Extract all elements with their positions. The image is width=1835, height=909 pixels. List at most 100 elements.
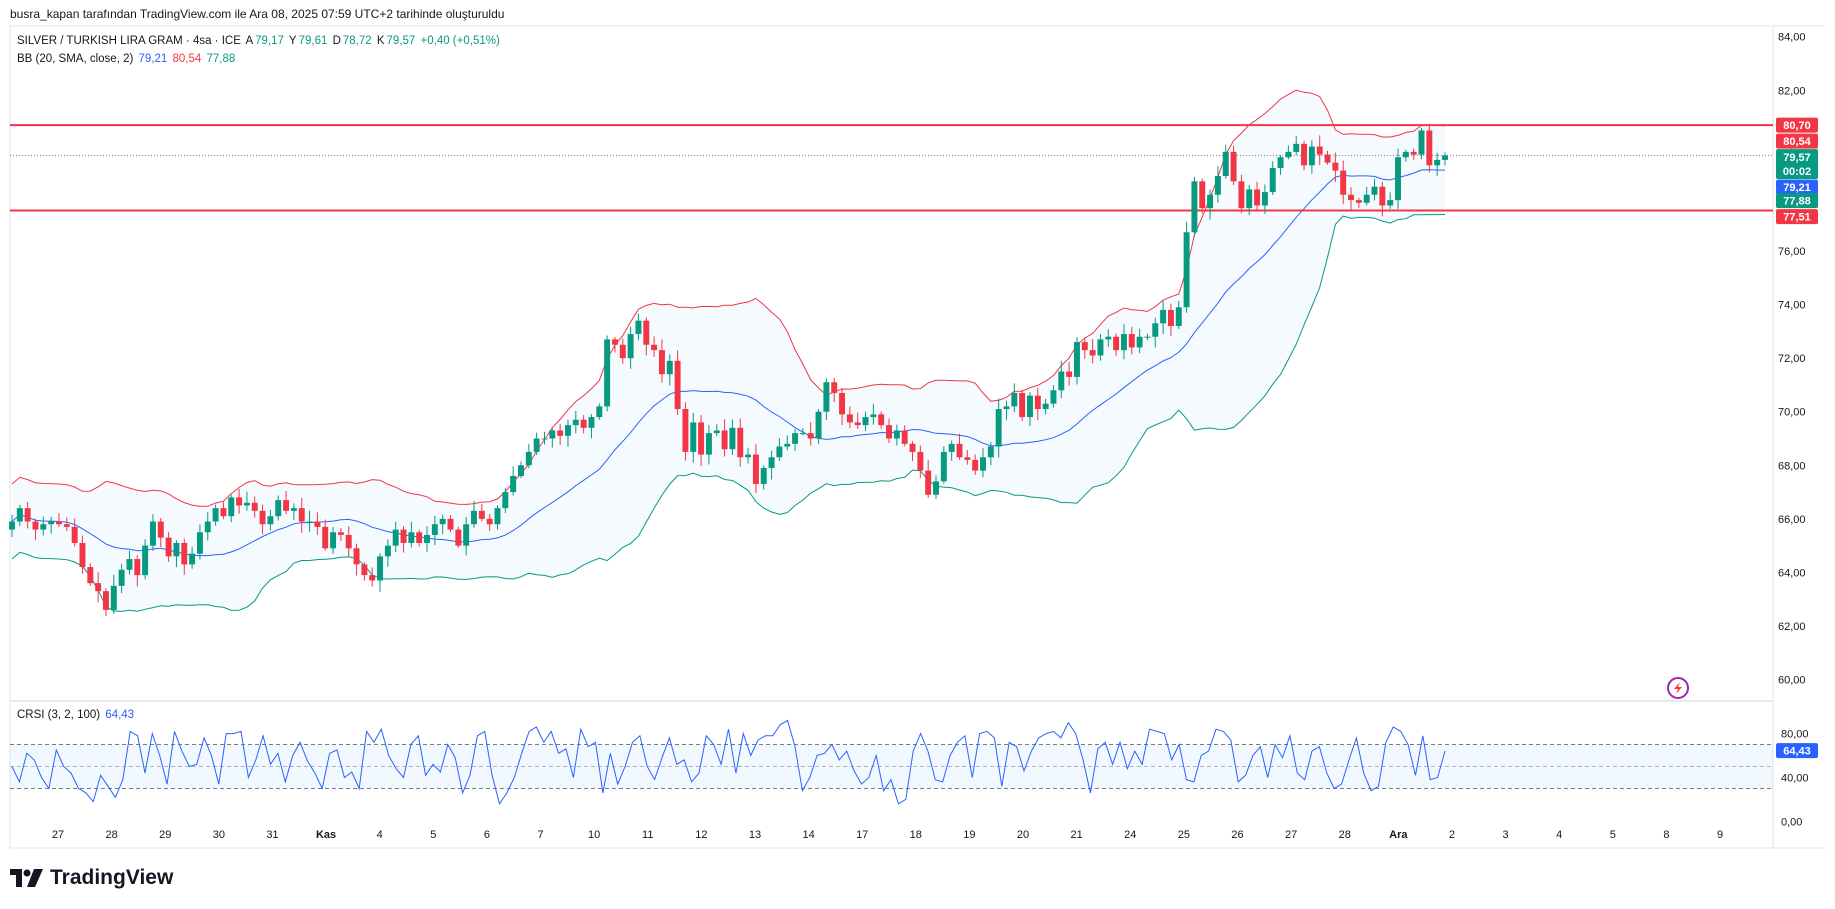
price-badge [1776, 193, 1818, 209]
candle-body [1183, 232, 1190, 308]
candle-body [87, 567, 94, 584]
candle-body [1410, 151, 1417, 155]
time-tick-label: 7 [537, 829, 543, 841]
candle-body [643, 320, 650, 345]
time-tick-label: 28 [105, 829, 117, 841]
candle-body [1246, 189, 1253, 209]
candle-body [345, 534, 352, 549]
candle-body [377, 556, 384, 581]
candle-body [212, 508, 219, 522]
candle-body [1034, 395, 1041, 410]
candle-body [1332, 162, 1339, 171]
candle-body [901, 430, 908, 444]
time-tick-label: 19 [963, 829, 975, 841]
candle-body [611, 339, 618, 345]
bb-legend: BB (20, SMA, close, 2) 79,21 80,54 77,88 [17, 53, 237, 65]
bb-label[interactable]: BB (20, SMA, close, 2) [17, 53, 134, 65]
time-tick-label: 12 [695, 829, 707, 841]
candle-body [1027, 395, 1033, 418]
price-tick-label: 64,00 [1778, 567, 1806, 579]
price-badges: 80,70 80,54 79,57 00:02 79,21 77,88 77,51 64,43 [1776, 117, 1818, 759]
time-tick-label: 5 [1610, 829, 1616, 841]
candle-body [236, 497, 243, 506]
candle-body [760, 467, 767, 485]
bb-basis-line [11, 169, 1446, 557]
candle-body [1379, 186, 1386, 206]
candle-body [752, 454, 759, 485]
candle-body [627, 334, 634, 359]
candle-body [173, 542, 180, 557]
time-tick-label: 27 [1285, 829, 1297, 841]
candle-body [63, 524, 70, 527]
candle-body [1230, 151, 1237, 182]
flash-icon[interactable] [1667, 677, 1689, 699]
candle-body [619, 344, 626, 359]
crsi-label[interactable]: CRSI (3, 2, 100) [17, 709, 101, 721]
candle-body [337, 532, 344, 535]
candle-body [322, 526, 329, 549]
crsi-scale[interactable]: 80,00 40,00 0,00 [1781, 729, 1809, 829]
high-value: 79,61 [298, 35, 328, 47]
candle-body [690, 422, 697, 452]
candle-body [909, 443, 916, 452]
time-tick-label: 6 [484, 829, 490, 841]
candle-body [16, 508, 23, 522]
price-badge-last-text: 79,57 [1783, 152, 1811, 164]
candle-body [384, 545, 391, 557]
time-tick-label: 8 [1663, 829, 1669, 841]
symbol-name[interactable]: SILVER / TURKISH LIRA GRAM · 4sa · ICE [17, 35, 241, 47]
price-tick-label: 66,00 [1778, 514, 1806, 526]
candle-body [361, 564, 368, 576]
candle-body [1136, 336, 1143, 348]
time-tick-label: Ara [1389, 829, 1408, 841]
candle-body [1011, 392, 1018, 407]
candle-body [799, 433, 806, 435]
candle-body [1066, 371, 1073, 377]
candle-body [768, 457, 775, 468]
tradingview-logo[interactable]: TradingView [10, 866, 173, 890]
candle-body [1426, 130, 1433, 166]
candle-body [1254, 189, 1261, 206]
candle-body [486, 518, 493, 525]
candle-body [283, 500, 290, 511]
candle-body [1144, 336, 1151, 338]
price-tick-label: 70,00 [1778, 407, 1806, 419]
candle-body [463, 524, 470, 546]
candle-body [580, 419, 587, 428]
candle-body [157, 521, 164, 538]
price-tick-label: 72,00 [1778, 353, 1806, 365]
candle-body [940, 451, 947, 482]
candle-body [416, 532, 423, 543]
price-tick-label: 84,00 [1778, 32, 1806, 44]
candle-body [40, 524, 47, 530]
candle-body [330, 532, 337, 549]
candle-body [1113, 336, 1120, 351]
candle-body [369, 575, 376, 581]
candle-body [862, 417, 869, 426]
price-badge-text: 79,21 [1783, 182, 1811, 194]
horizontal-levels[interactable] [10, 124, 1773, 212]
time-axis[interactable]: 27 28 29 30 31 Kas 4 5 6 7 10 11 12 13 14 17 18 19 20 21 24 2… [52, 829, 1723, 841]
time-tick-label: 26 [1231, 829, 1243, 841]
candle-body [314, 521, 321, 527]
candle-body [102, 591, 109, 610]
candle-body [964, 457, 971, 460]
candle-body [1042, 403, 1049, 410]
candle-body [71, 526, 78, 543]
candle-body [1402, 151, 1409, 158]
candle-body [9, 521, 15, 530]
time-tick-label: 11 [642, 829, 653, 841]
time-tick-label: 27 [52, 829, 64, 841]
time-tick-label: Kas [316, 829, 336, 841]
bb-lower-value: 77,88 [206, 53, 236, 65]
crsi-tick-label: 80,00 [1781, 729, 1809, 741]
candle-body [564, 425, 571, 436]
candle-body [196, 532, 203, 554]
candle-body [48, 521, 55, 525]
time-tick-label: 4 [1556, 829, 1562, 841]
time-tick-label: 2 [1449, 829, 1455, 841]
time-tick-label: 31 [266, 829, 278, 841]
bb-fill-area [12, 90, 1445, 612]
candle-body [306, 521, 313, 523]
